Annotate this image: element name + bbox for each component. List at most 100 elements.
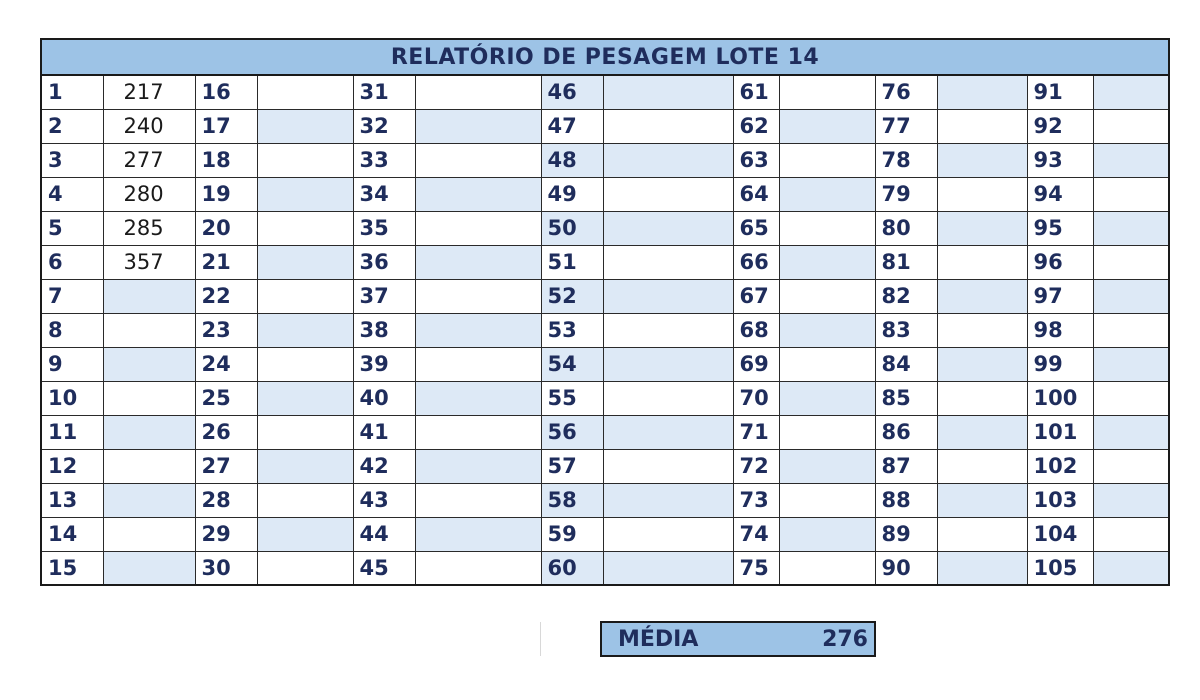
weight-cell[interactable] (778, 74, 876, 110)
weight-cell[interactable] (936, 142, 1028, 178)
weight-cell[interactable] (414, 244, 542, 280)
weight-cell[interactable] (778, 550, 876, 586)
weight-cell[interactable] (778, 312, 876, 348)
weight-cell[interactable] (102, 278, 196, 314)
weight-cell[interactable]: 280 (102, 176, 196, 212)
weight-cell[interactable] (256, 550, 354, 586)
weight-cell[interactable] (256, 380, 354, 416)
weight-cell[interactable] (1092, 74, 1170, 110)
weight-cell[interactable] (936, 380, 1028, 416)
weight-cell[interactable] (778, 142, 876, 178)
weight-cell[interactable]: 240 (102, 108, 196, 144)
weight-cell[interactable] (414, 380, 542, 416)
weight-cell[interactable] (602, 482, 734, 518)
weight-cell[interactable] (778, 482, 876, 518)
weight-cell[interactable] (936, 210, 1028, 246)
weight-cell[interactable] (936, 74, 1028, 110)
weight-cell[interactable] (414, 74, 542, 110)
weight-cell[interactable] (414, 414, 542, 450)
weight-cell[interactable] (256, 516, 354, 552)
weight-cell[interactable] (256, 414, 354, 450)
weight-cell[interactable] (778, 108, 876, 144)
weight-cell[interactable] (602, 380, 734, 416)
weight-cell[interactable] (414, 516, 542, 552)
weight-cell[interactable] (102, 550, 196, 586)
weight-cell[interactable] (602, 312, 734, 348)
weight-cell[interactable] (936, 176, 1028, 212)
weight-cell[interactable] (414, 346, 542, 382)
weight-cell[interactable] (102, 482, 196, 518)
weight-cell[interactable] (256, 244, 354, 280)
weight-cell[interactable] (936, 448, 1028, 484)
weight-cell[interactable] (602, 516, 734, 552)
weight-cell[interactable] (1092, 210, 1170, 246)
weight-cell[interactable] (102, 516, 196, 552)
weight-cell[interactable] (936, 312, 1028, 348)
weight-cell[interactable] (256, 210, 354, 246)
weight-cell[interactable] (256, 312, 354, 348)
weight-cell[interactable]: 357 (102, 244, 196, 280)
weight-cell[interactable] (778, 380, 876, 416)
weight-cell[interactable] (1092, 550, 1170, 586)
weight-cell[interactable] (936, 278, 1028, 314)
weight-cell[interactable] (1092, 278, 1170, 314)
weight-cell[interactable] (936, 482, 1028, 518)
weight-cell[interactable] (414, 142, 542, 178)
weight-cell[interactable] (102, 312, 196, 348)
weight-cell[interactable]: 217 (102, 74, 196, 110)
weight-cell[interactable] (102, 346, 196, 382)
weight-cell[interactable] (602, 278, 734, 314)
weight-cell[interactable] (602, 448, 734, 484)
weight-cell[interactable] (778, 176, 876, 212)
weight-cell[interactable] (602, 244, 734, 280)
weight-cell[interactable] (936, 346, 1028, 382)
weight-cell[interactable] (602, 210, 734, 246)
weight-cell[interactable] (256, 482, 354, 518)
weight-cell[interactable] (602, 74, 734, 110)
weight-cell[interactable] (1092, 346, 1170, 382)
weight-cell[interactable] (602, 550, 734, 586)
weight-cell[interactable] (102, 448, 196, 484)
weight-cell[interactable] (778, 244, 876, 280)
weight-cell[interactable] (414, 176, 542, 212)
weight-cell[interactable] (602, 142, 734, 178)
weight-cell[interactable] (1092, 448, 1170, 484)
weight-cell[interactable] (1092, 142, 1170, 178)
weight-cell[interactable] (256, 176, 354, 212)
weight-cell[interactable] (778, 448, 876, 484)
weight-cell[interactable] (256, 108, 354, 144)
weight-cell[interactable] (1092, 482, 1170, 518)
weight-cell[interactable] (414, 312, 542, 348)
weight-cell[interactable] (256, 346, 354, 382)
weight-cell[interactable] (602, 346, 734, 382)
weight-cell[interactable] (778, 414, 876, 450)
weight-cell[interactable]: 277 (102, 142, 196, 178)
weight-cell[interactable] (936, 516, 1028, 552)
weight-cell[interactable] (1092, 244, 1170, 280)
weight-cell[interactable]: 285 (102, 210, 196, 246)
weight-cell[interactable] (1092, 516, 1170, 552)
weight-cell[interactable] (256, 142, 354, 178)
weight-cell[interactable] (936, 550, 1028, 586)
weight-cell[interactable] (602, 414, 734, 450)
weight-cell[interactable] (414, 108, 542, 144)
weight-cell[interactable] (936, 108, 1028, 144)
weight-cell[interactable] (602, 108, 734, 144)
weight-cell[interactable] (414, 210, 542, 246)
weight-cell[interactable] (1092, 108, 1170, 144)
weight-cell[interactable] (1092, 380, 1170, 416)
weight-cell[interactable] (1092, 414, 1170, 450)
weight-cell[interactable] (414, 278, 542, 314)
weight-cell[interactable] (414, 482, 542, 518)
weight-cell[interactable] (778, 346, 876, 382)
weight-cell[interactable] (256, 278, 354, 314)
weight-cell[interactable] (102, 414, 196, 450)
weight-cell[interactable] (602, 176, 734, 212)
weight-cell[interactable] (778, 210, 876, 246)
weight-cell[interactable] (256, 74, 354, 110)
weight-cell[interactable] (414, 448, 542, 484)
weight-cell[interactable] (936, 414, 1028, 450)
weight-cell[interactable] (256, 448, 354, 484)
weight-cell[interactable] (778, 278, 876, 314)
weight-cell[interactable] (102, 380, 196, 416)
